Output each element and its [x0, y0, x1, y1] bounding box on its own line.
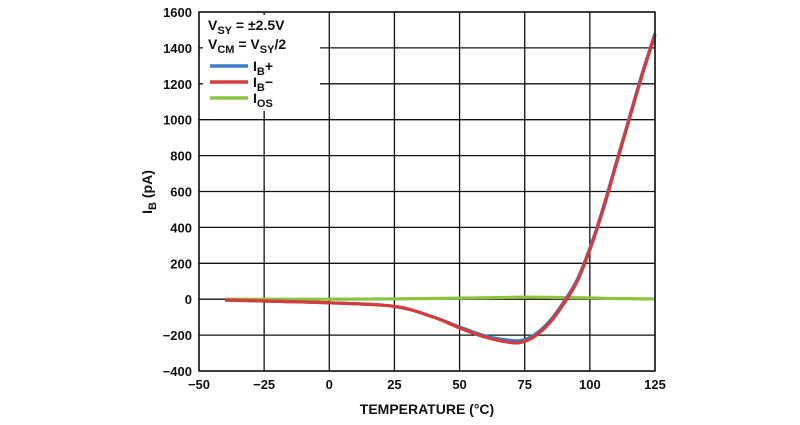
legend-background — [203, 15, 320, 111]
x-axis-label: TEMPERATURE (°C) — [360, 401, 494, 417]
y-tick-label: 600 — [170, 185, 192, 200]
y-tick-label: 1600 — [163, 5, 192, 20]
x-tick-label: 25 — [387, 377, 401, 392]
annotation-vcm: VCM = VSY/2 — [208, 36, 286, 56]
y-tick-label: 1000 — [163, 113, 192, 128]
y-tick-label: 0 — [185, 292, 192, 307]
legend: VSY = ±2.5V VCM = VSY/2 IB+IB−IOS — [203, 15, 320, 111]
x-tick-label: −25 — [253, 377, 275, 392]
series-lines — [225, 33, 657, 345]
x-tick-label: 0 — [326, 377, 333, 392]
plot-frame — [198, 11, 656, 372]
y-axis-label: IB (pA) — [139, 170, 159, 214]
x-tick-label: 100 — [579, 377, 601, 392]
y-tick-label: 1400 — [163, 41, 192, 56]
legend-label: IB+ — [253, 58, 273, 78]
x-tick-label: −50 — [188, 377, 210, 392]
annotation-vsy: VSY = ±2.5V — [208, 17, 285, 37]
x-tick-label: 125 — [644, 377, 666, 392]
legend-label: IOS — [253, 90, 273, 110]
series-line-ios — [225, 295, 656, 301]
y-tick-label: −400 — [163, 364, 192, 379]
x-tick-label: 50 — [452, 377, 466, 392]
tick-labels: −50 −25 0 25 50 75 100 125 −400 −200 0 200 400 600 800… — [163, 5, 666, 392]
series-line-ib-minus — [225, 34, 657, 345]
y-tick-label: 800 — [170, 149, 192, 164]
legend-label: IB− — [253, 74, 273, 94]
y-tick-label: 1200 — [163, 77, 192, 92]
x-tick-label: 75 — [517, 377, 531, 392]
y-tick-label: 200 — [170, 256, 192, 271]
y-tick-label: −200 — [163, 328, 192, 343]
y-tick-label: 400 — [170, 220, 192, 235]
